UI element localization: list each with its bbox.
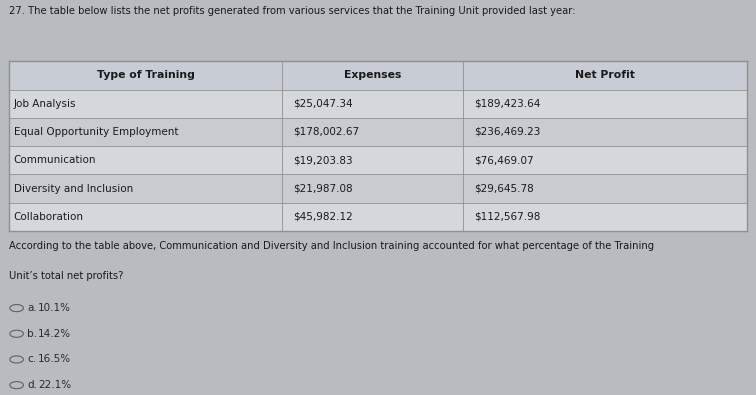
Text: 10.1%: 10.1%	[38, 303, 71, 313]
Text: a.: a.	[27, 303, 37, 313]
Text: Unit’s total net profits?: Unit’s total net profits?	[9, 271, 123, 280]
Text: $21,987.08: $21,987.08	[293, 184, 353, 194]
Text: Equal Opportunity Employment: Equal Opportunity Employment	[14, 127, 178, 137]
Text: According to the table above, Communication and Diversity and Inclusion training: According to the table above, Communicat…	[9, 241, 654, 251]
Text: $189,423.64: $189,423.64	[474, 99, 541, 109]
Text: 22.1%: 22.1%	[38, 380, 71, 390]
Text: $178,002.67: $178,002.67	[293, 127, 360, 137]
Text: Expenses: Expenses	[344, 70, 401, 80]
Bar	[9, 61, 747, 90]
Text: $112,567.98: $112,567.98	[474, 212, 541, 222]
Text: d.: d.	[27, 380, 37, 390]
Text: Collaboration: Collaboration	[14, 212, 84, 222]
Bar	[9, 146, 747, 175]
Bar	[9, 175, 747, 203]
Text: Job Analysis: Job Analysis	[14, 99, 76, 109]
Text: b.: b.	[27, 329, 37, 339]
Text: $19,203.83: $19,203.83	[293, 155, 353, 165]
Text: c.: c.	[27, 354, 36, 365]
Text: 27. The table below lists the net profits generated from various services that t: 27. The table below lists the net profit…	[9, 6, 575, 16]
Text: 16.5%: 16.5%	[38, 354, 71, 365]
Text: $45,982.12: $45,982.12	[293, 212, 353, 222]
Text: $76,469.07: $76,469.07	[474, 155, 534, 165]
Text: Communication: Communication	[14, 155, 96, 165]
Bar	[9, 118, 747, 146]
Text: $236,469.23: $236,469.23	[474, 127, 541, 137]
Text: Net Profit: Net Profit	[575, 70, 635, 80]
Bar	[9, 203, 747, 231]
Text: $29,645.78: $29,645.78	[474, 184, 534, 194]
Text: Type of Training: Type of Training	[97, 70, 194, 80]
Text: 14.2%: 14.2%	[38, 329, 71, 339]
Bar	[9, 90, 747, 118]
Text: Diversity and Inclusion: Diversity and Inclusion	[14, 184, 133, 194]
Text: $25,047.34: $25,047.34	[293, 99, 353, 109]
